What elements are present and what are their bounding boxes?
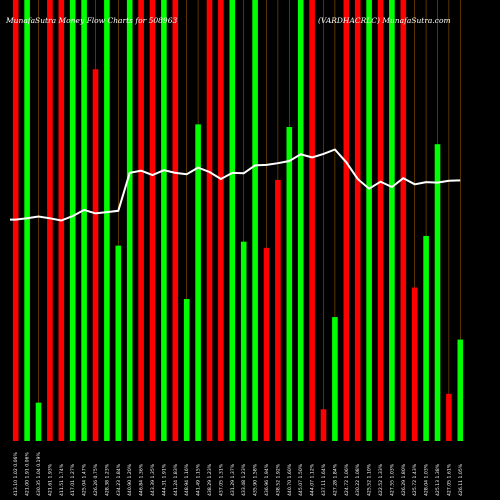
- x-tick-label: 431.29 1.37%: [230, 463, 236, 496]
- x-tick-label: 428.38 1.23%: [104, 463, 110, 496]
- bar-7: [81, 0, 87, 441]
- bar-28: [320, 409, 327, 441]
- bar-35: [400, 0, 407, 441]
- x-tick-label: 413.10 1.02 0.06%: [13, 452, 19, 496]
- bar-37: [423, 235, 429, 441]
- bar-15: [172, 0, 179, 441]
- x-tick-label: 443.39 1.35%: [150, 463, 156, 496]
- bar-16: [183, 298, 190, 441]
- x-tick-label: 417.01 1.27%: [70, 463, 76, 496]
- bar-11: [126, 0, 133, 441]
- bar-30: [343, 0, 350, 441]
- x-tick-label: 425.52 1.10%: [367, 463, 373, 496]
- bar-29: [332, 317, 338, 441]
- x-tick-label: 427.05 1.61%: [446, 463, 452, 496]
- bar-39: [446, 393, 452, 441]
- bar-21: [240, 241, 247, 441]
- bar-25: [286, 127, 293, 442]
- x-tick-label: 437.11 1.64%: [321, 463, 327, 496]
- x-tick-label: 438.52 1.92%: [275, 463, 281, 496]
- bar-26: [297, 0, 304, 441]
- chart-title-left: MunafaSutra Money Flow Charts for 508963: [5, 16, 177, 25]
- bar-24: [275, 179, 281, 442]
- bar-8: [92, 69, 99, 441]
- x-tick-label: 424.72 1.06%: [344, 463, 350, 496]
- bar-series: [12, 0, 464, 442]
- x-tick-label: 441.49 1.15%: [196, 463, 202, 496]
- bar-33: [377, 0, 384, 441]
- x-tick-label: 440.90 1.20%: [127, 463, 133, 496]
- bar-9: [104, 0, 110, 441]
- x-tick-label: 434.23 1.84%: [116, 463, 122, 496]
- x-tick-label: 425.04 1.47%: [82, 463, 88, 496]
- x-tick-label: 428.04 1.03%: [424, 463, 430, 496]
- bar-10: [115, 245, 122, 441]
- x-tick-label: 436.96 1.94%: [264, 463, 270, 496]
- bar-23: [263, 247, 270, 441]
- chart-title-right: (VARDHACRLC) MunafaSutra.com: [318, 16, 451, 25]
- price-line: [10, 148, 461, 222]
- x-tick-label: 448.94 1.16%: [184, 463, 190, 496]
- bar-4: [47, 0, 53, 441]
- x-tick-label: 425.13 1.38%: [435, 463, 441, 496]
- bar-17: [195, 124, 201, 441]
- x-tick-labels: 413.10 1.02 0.06% 421.00 1.91 0.06% 430.35…: [13, 452, 464, 496]
- x-tick-label: 440.70 1.60%: [287, 463, 293, 496]
- bar-18: [206, 0, 213, 441]
- bar-36: [411, 287, 418, 441]
- x-tick-label: 430.35 1.04 0.19%: [36, 452, 42, 496]
- x-tick-label: 421.61 1.93%: [47, 463, 53, 496]
- x-tick-label: 445.07 1.50%: [298, 463, 304, 496]
- x-tick-label: 444.31 1.91%: [161, 463, 167, 496]
- bar-20: [229, 0, 236, 441]
- x-tick-label: 437.05 1.31%: [218, 463, 224, 496]
- x-tick-label: 426.11 1.05%: [458, 463, 464, 496]
- x-tick-label: 435.90 1.58%: [253, 463, 259, 496]
- bar-3: [35, 402, 42, 441]
- x-tick-label: 426.26 0.75%: [93, 463, 99, 496]
- bar-6: [69, 0, 76, 441]
- x-tick-label: 411.51 1.74%: [59, 463, 65, 496]
- bar-38: [434, 144, 441, 441]
- x-tick-label: 426.29 1.80%: [401, 463, 407, 496]
- x-tick-label: 444.07 1.12%: [310, 463, 316, 496]
- bar-31: [354, 0, 361, 441]
- x-tick-label: 430.22 1.08%: [355, 463, 361, 496]
- x-tick-label: 427.55 1.03%: [389, 463, 395, 496]
- bar-12: [138, 0, 144, 441]
- x-tick-label: 422.52 1.33%: [378, 463, 384, 496]
- bar-2: [24, 0, 30, 441]
- x-tick-label: 425.72 1.43%: [412, 463, 418, 496]
- bar-27: [309, 0, 315, 441]
- bar-22: [252, 0, 258, 441]
- bar-19: [218, 0, 224, 441]
- bar-14: [161, 0, 167, 441]
- bar-32: [366, 0, 372, 441]
- x-tick-label: 441.24 1.83%: [173, 463, 179, 496]
- x-tick-label: 446.84 1.36%: [139, 463, 145, 496]
- bar-34: [389, 0, 395, 441]
- bar-40: [457, 339, 464, 441]
- x-tick-label: 433.48 1.23%: [241, 463, 247, 496]
- x-tick-label: 438.29 1.23%: [207, 463, 213, 496]
- x-tick-label: 421.00 1.91 0.06%: [25, 452, 31, 496]
- bar-13: [149, 0, 156, 441]
- x-tick-label: 427.28 1.84%: [332, 463, 338, 496]
